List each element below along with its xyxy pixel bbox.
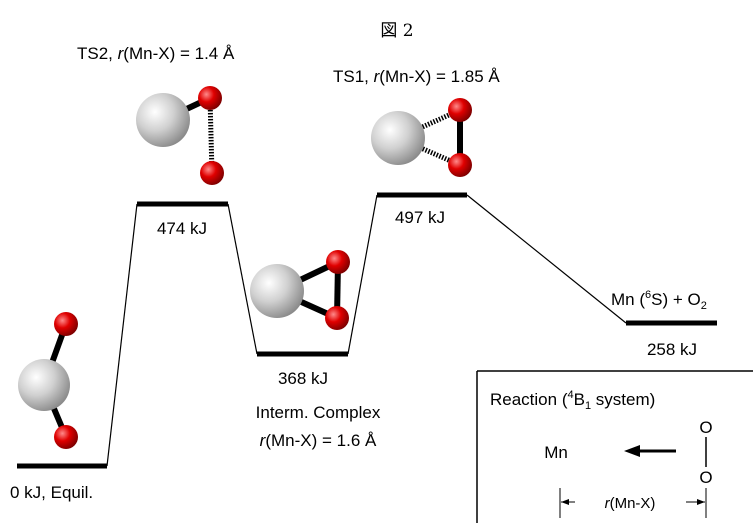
- energy-label: 0 kJ, Equil.: [10, 483, 93, 502]
- energy-label: 474 kJ: [157, 219, 207, 238]
- energy-levels: [17, 195, 717, 466]
- figure-title: 図 2: [380, 21, 413, 41]
- energy-label: 368 kJ: [278, 369, 328, 388]
- atom-label: O: [699, 468, 712, 487]
- state-name: Interm. Complex: [256, 403, 381, 422]
- state-name: TS1, r(Mn-X) = 1.85 Å: [333, 67, 500, 86]
- molecule-interm: [250, 250, 350, 330]
- atom-label: Mn: [544, 443, 568, 462]
- molecule-equil: [18, 312, 78, 449]
- molecule-ts1: [371, 98, 472, 177]
- molecule-ts2: [136, 86, 224, 185]
- energy-label: 258 kJ: [647, 340, 697, 359]
- energy-label: 497 kJ: [395, 208, 445, 227]
- atom-label: O: [699, 418, 712, 437]
- reaction-inset: Reaction (4B1 system) Mn O O r(Mn-X): [477, 371, 753, 523]
- state-name: Mn (6S) + O2: [611, 289, 707, 312]
- inset-title: Reaction (4B1 system): [490, 389, 655, 412]
- state-name: TS2, r(Mn-X) = 1.4 Å: [77, 44, 235, 63]
- state-detail: r(Mn-X) = 1.6 Å: [260, 431, 377, 450]
- distance-label: r(Mn-X): [605, 495, 656, 512]
- energy-diagram: 図 2 0 kJ, Equil. 474 kJ 368 kJ 497 kJ 25…: [0, 0, 753, 523]
